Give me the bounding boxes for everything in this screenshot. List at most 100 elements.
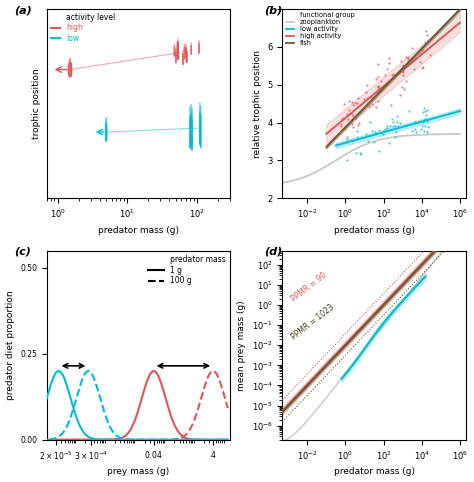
Point — [402, 54, 410, 61]
Point — [418, 46, 425, 54]
Point — [390, 74, 397, 82]
Point — [364, 80, 371, 88]
Point — [408, 127, 416, 135]
Point — [419, 63, 427, 70]
Point — [343, 156, 350, 163]
Point — [409, 55, 417, 63]
Point — [354, 94, 362, 102]
Point — [400, 85, 408, 93]
Point — [390, 119, 397, 126]
Point — [348, 120, 356, 128]
Point — [393, 112, 401, 120]
Point — [417, 125, 425, 133]
Point — [353, 127, 361, 135]
Point — [344, 110, 351, 118]
Point — [411, 118, 419, 125]
Point — [421, 39, 428, 46]
Point — [374, 97, 382, 105]
Point — [381, 71, 389, 79]
Point — [394, 122, 402, 130]
Point — [345, 97, 353, 105]
Point — [392, 133, 399, 140]
Text: (a): (a) — [14, 5, 32, 15]
Point — [367, 94, 375, 101]
Legend: functional group, zooplankton, low activity, high activity, fish: functional group, zooplankton, low activ… — [283, 10, 357, 49]
Point — [349, 112, 356, 120]
Point — [337, 121, 345, 129]
Point — [355, 121, 362, 129]
Point — [387, 101, 395, 108]
Point — [384, 124, 392, 132]
Point — [393, 118, 401, 126]
Point — [344, 135, 351, 143]
Point — [427, 51, 434, 59]
Point — [357, 150, 365, 158]
Point — [399, 71, 407, 79]
Point — [411, 125, 419, 133]
Point — [385, 54, 392, 62]
Point — [390, 70, 397, 78]
Point — [371, 129, 379, 136]
Point — [356, 120, 363, 127]
Point — [398, 67, 406, 74]
Point — [389, 71, 396, 79]
Point — [422, 27, 430, 35]
Point — [416, 58, 424, 66]
Point — [375, 147, 383, 155]
Point — [420, 105, 428, 112]
Text: (d): (d) — [264, 247, 283, 257]
Point — [340, 100, 348, 107]
Polygon shape — [69, 58, 70, 62]
Point — [423, 117, 430, 125]
Point — [422, 111, 430, 119]
Point — [424, 31, 431, 39]
Point — [416, 47, 424, 55]
Point — [364, 137, 372, 145]
Point — [360, 95, 368, 103]
Point — [419, 65, 426, 72]
Point — [370, 138, 378, 146]
Point — [414, 118, 422, 126]
Point — [372, 75, 380, 82]
Point — [351, 114, 359, 122]
Point — [344, 116, 352, 123]
Point — [349, 123, 357, 131]
Point — [423, 128, 431, 136]
Point — [341, 125, 348, 133]
Point — [391, 122, 399, 130]
Point — [353, 149, 360, 157]
X-axis label: predator mass (g): predator mass (g) — [334, 468, 415, 476]
Point — [338, 115, 346, 122]
Point — [356, 149, 364, 157]
Point — [347, 136, 355, 144]
Point — [374, 82, 382, 90]
Point — [412, 54, 420, 62]
Point — [399, 68, 407, 76]
Point — [410, 65, 418, 72]
Point — [379, 130, 386, 138]
Point — [392, 129, 400, 136]
Point — [343, 134, 350, 141]
Point — [418, 122, 426, 130]
Point — [421, 107, 428, 115]
Legend: predator mass, 1 g, 100 g: predator mass, 1 g, 100 g — [146, 252, 228, 288]
Point — [421, 122, 428, 130]
Point — [416, 50, 424, 57]
Point — [410, 119, 418, 126]
Point — [375, 126, 383, 134]
Point — [424, 123, 432, 131]
Point — [408, 44, 416, 52]
Point — [389, 122, 396, 130]
Point — [405, 55, 412, 63]
Point — [399, 83, 406, 91]
Point — [365, 98, 372, 106]
Point — [404, 54, 412, 61]
Point — [351, 100, 359, 107]
Point — [369, 128, 376, 135]
Point — [381, 125, 389, 133]
Point — [349, 110, 356, 118]
Point — [336, 128, 344, 136]
Point — [397, 57, 405, 65]
Point — [413, 128, 420, 135]
Point — [383, 65, 391, 72]
